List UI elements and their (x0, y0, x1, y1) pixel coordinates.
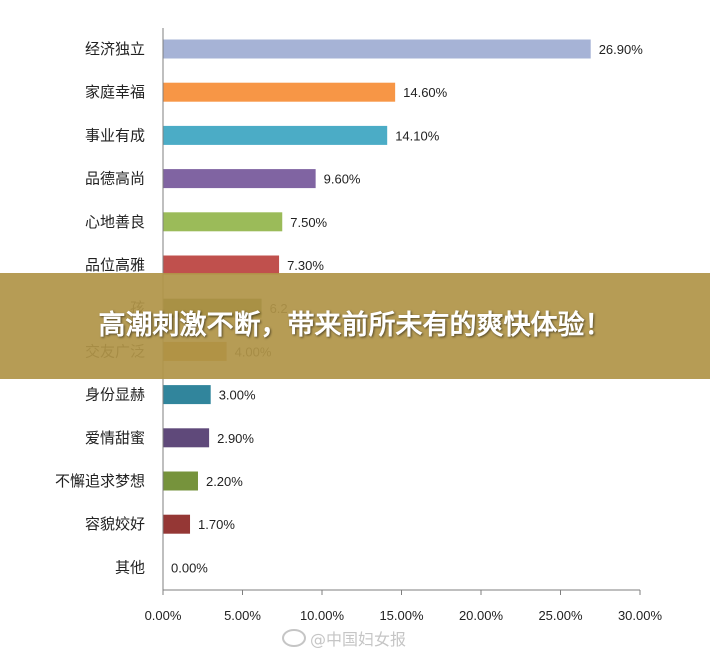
overlay-banner: 高潮刺激不断，带来前所未有的爽快体验！ (0, 273, 710, 379)
bar (163, 125, 388, 145)
bar (163, 212, 283, 232)
bar (163, 82, 396, 102)
category-label: 家庭幸福 (85, 83, 145, 101)
value-label: 0.00% (171, 560, 208, 575)
x-tick-label: 5.00% (224, 608, 261, 623)
watermark-text: @中国妇女报 (310, 630, 407, 649)
category-label: 其他 (115, 558, 145, 576)
category-label: 容貌姣好 (85, 515, 145, 533)
x-tick-label: 20.00% (459, 608, 504, 623)
value-label: 7.50% (290, 215, 327, 230)
value-label: 14.60% (403, 85, 448, 100)
x-tick-label: 25.00% (538, 608, 583, 623)
value-label: 7.30% (287, 258, 324, 273)
bar (163, 39, 591, 59)
watermark: @中国妇女报 (282, 626, 406, 650)
value-label: 26.90% (599, 42, 644, 57)
category-label: 经济独立 (85, 40, 145, 58)
banner-text: 高潮刺激不断，带来前所未有的爽快体验！ (98, 310, 612, 341)
bar (163, 255, 280, 275)
category-label: 爱情甜蜜 (85, 429, 145, 447)
value-label: 14.10% (395, 128, 440, 143)
category-label: 品位高雅 (85, 256, 145, 274)
x-tick-label: 30.00% (618, 608, 663, 623)
category-label: 不懈追求梦想 (55, 472, 145, 490)
value-label: 1.70% (198, 517, 235, 532)
value-label: 3.00% (219, 388, 256, 403)
category-label: 事业有成 (85, 126, 145, 144)
value-label: 9.60% (324, 172, 361, 187)
bar (163, 428, 210, 448)
value-label: 2.20% (206, 474, 243, 489)
weibo-icon (282, 629, 306, 647)
x-tick-label: 10.00% (300, 608, 345, 623)
bar (163, 385, 211, 405)
value-label: 2.90% (217, 431, 254, 446)
bar (163, 514, 191, 534)
x-tick-label: 15.00% (379, 608, 424, 623)
x-tick-label: 0.00% (145, 608, 182, 623)
bar (163, 471, 198, 491)
category-label: 身份显赫 (85, 386, 145, 404)
category-label: 品德高尚 (85, 170, 145, 188)
category-label: 心地善良 (85, 213, 145, 231)
bar (163, 169, 316, 189)
